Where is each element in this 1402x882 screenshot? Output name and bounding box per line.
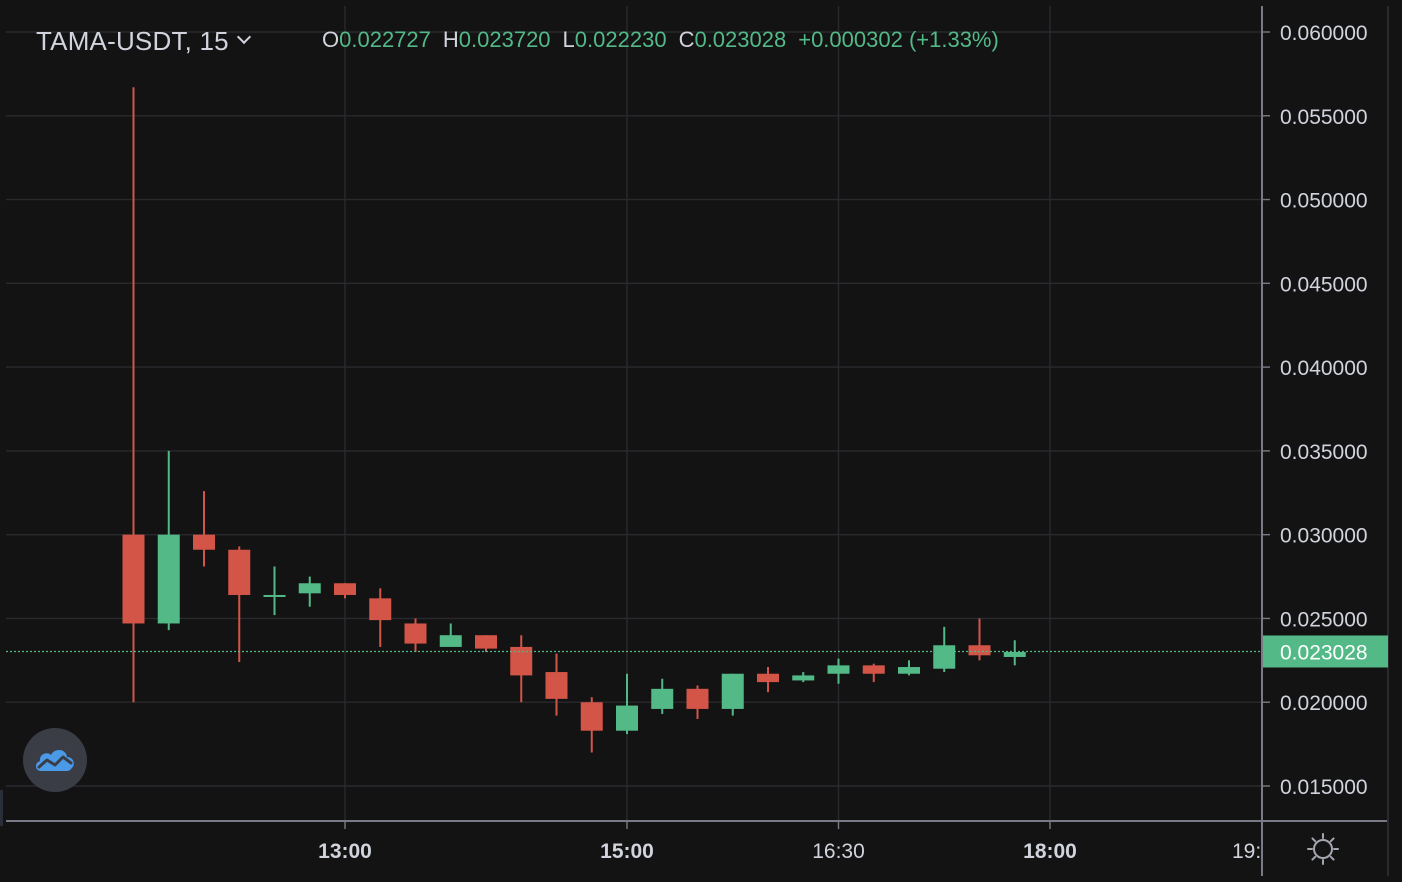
last-price-label: 0.023028 (1280, 641, 1368, 664)
candle-body[interactable] (1003, 651, 1026, 657)
y-tick-label: 0.025000 (1280, 608, 1368, 631)
candle-body[interactable] (721, 673, 744, 709)
candle-body[interactable] (263, 594, 286, 597)
candle-body[interactable] (616, 705, 638, 731)
candle-body[interactable] (157, 534, 180, 624)
side-panel-handle[interactable] (0, 790, 3, 826)
y-tick-label: 0.040000 (1280, 357, 1368, 380)
candle-body[interactable] (686, 688, 709, 709)
gear-icon[interactable] (1306, 832, 1340, 866)
y-tick-label: 0.035000 (1280, 441, 1368, 464)
low-value: 0.022230 (574, 27, 667, 52)
x-tick-label: 16:30 (812, 840, 865, 863)
cloud-chart-icon[interactable] (23, 728, 87, 792)
y-tick-label: 0.020000 (1280, 692, 1368, 715)
ohlc-legend: O 0.022727 H 0.023720 L 0.022230 C 0.023… (322, 27, 999, 53)
candle-body[interactable] (228, 549, 251, 595)
candle-body[interactable] (933, 645, 956, 669)
open-value: 0.022727 (339, 27, 431, 52)
candle-body[interactable] (898, 667, 920, 674)
y-tick-label: 0.050000 (1280, 190, 1368, 213)
chart-header: TAMA-USDT, 15 (36, 24, 251, 58)
symbol-selector[interactable]: TAMA-USDT, 15 (36, 25, 251, 57)
high-label: H (442, 27, 459, 52)
last-price-badge (1263, 635, 1388, 668)
candle-body[interactable] (510, 646, 533, 676)
candle-body[interactable] (334, 583, 356, 595)
candle-body[interactable] (122, 534, 145, 624)
axes: 0.060000 0.055000 0.050000 0.045000 0.040000… (6, 6, 1389, 876)
y-tick-label: 0.030000 (1280, 525, 1368, 548)
close-value: 0.023028 (694, 27, 787, 52)
candle-body[interactable] (827, 665, 850, 674)
candle-body[interactable] (968, 645, 991, 656)
y-tick-label: 0.055000 (1280, 106, 1368, 129)
candle-body[interactable] (862, 665, 885, 674)
candle-body[interactable] (545, 672, 568, 699)
candles (6, 87, 1262, 753)
chevron-down-icon (236, 29, 251, 45)
candle-body[interactable] (298, 583, 321, 594)
candle-body[interactable] (580, 702, 603, 731)
x-tick-label: 13:00 (318, 840, 372, 863)
x-tick-label: 15:00 (600, 840, 654, 863)
close-label: C (678, 27, 695, 52)
open-label: O (322, 27, 340, 52)
candle-body[interactable] (475, 635, 497, 649)
candle-body[interactable] (651, 688, 674, 709)
candle-body[interactable] (369, 598, 392, 621)
candle-body[interactable] (193, 534, 215, 550)
x-tick-label: 18:00 (1023, 840, 1077, 863)
candle-body[interactable] (404, 623, 427, 644)
change-value: +0.000302 (+1.33%) (798, 27, 999, 52)
grid (6, 6, 1262, 821)
y-tick-label: 0.060000 (1280, 22, 1368, 45)
candle-body[interactable] (757, 673, 779, 683)
symbol-label: TAMA-USDT, 15 (36, 25, 229, 56)
y-tick-label: 0.045000 (1280, 273, 1368, 296)
y-tick-label: 0.015000 (1280, 776, 1368, 799)
candle-body[interactable] (439, 635, 462, 647)
low-label: L (562, 27, 575, 52)
high-value: 0.023720 (458, 27, 551, 52)
candle-body[interactable] (792, 675, 815, 681)
x-tick-label: 19: (1232, 840, 1261, 863)
